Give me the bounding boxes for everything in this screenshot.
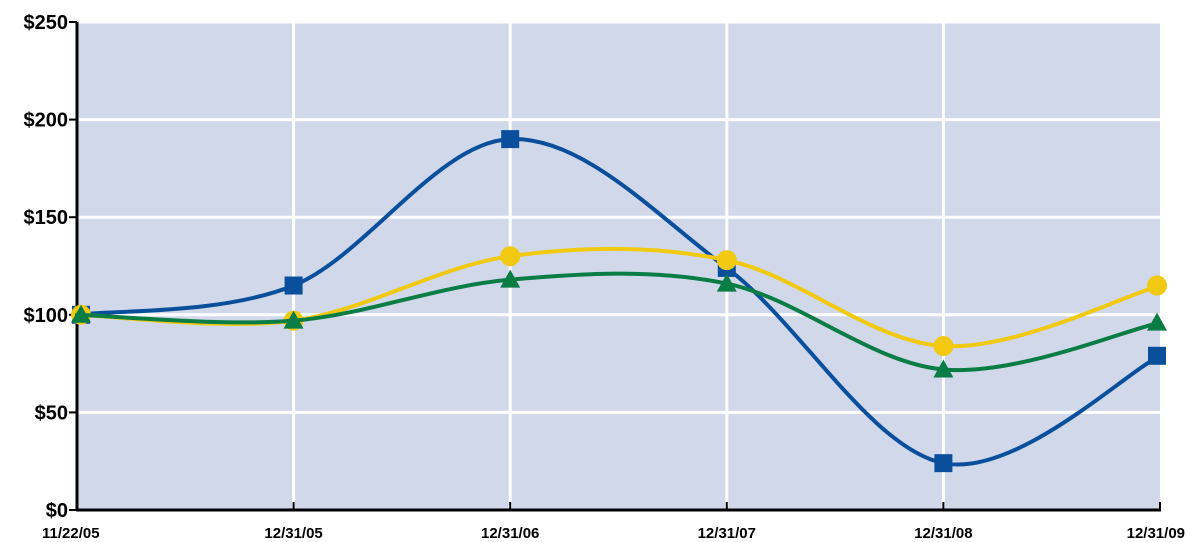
triangle-marker: [71, 304, 91, 323]
y-tick-label: $150: [24, 207, 69, 229]
series-3-line: [75, 271, 1162, 373]
x-tick-label: 11/22/05: [42, 525, 100, 542]
triangle-marker: [933, 359, 954, 378]
x-axis-ticks: 11/22/05 12/31/05 12/31/06 12/31/07 12/31/08…: [42, 502, 1185, 542]
triangle-marker: [1147, 312, 1167, 331]
x-tick-label: 12/31/09: [1127, 525, 1185, 542]
x-tick-label: 12/31/08: [914, 525, 972, 542]
triangle-marker: [500, 269, 521, 288]
circle-marker: [933, 336, 954, 357]
triangle-marker: [716, 273, 737, 292]
square-marker: [934, 454, 953, 473]
square-marker: [501, 130, 520, 149]
square-marker: [1148, 346, 1166, 365]
axes: [75, 22, 1161, 512]
circle-marker: [500, 246, 521, 267]
grid-lines: [77, 20, 1160, 510]
x-tick-label: 12/31/06: [481, 525, 539, 542]
series-3: [71, 269, 1167, 378]
x-tick-label: 12/31/07: [698, 525, 756, 542]
circle-marker: [1147, 275, 1167, 296]
square-marker: [284, 276, 303, 295]
triangle-marker: [283, 310, 304, 329]
y-axis-ticks: $0 $50 $100 $150 $200 $250: [24, 12, 77, 522]
y-tick-label: $0: [46, 500, 68, 522]
x-tick-label: 12/31/05: [264, 525, 322, 542]
y-tick-label: $50: [35, 402, 68, 424]
series-group: [71, 130, 1167, 473]
y-tick-label: $200: [24, 110, 69, 132]
circle-marker: [716, 250, 737, 271]
y-tick-label: $100: [24, 305, 69, 327]
plot-area: [77, 22, 1160, 510]
y-tick-label: $250: [24, 12, 69, 34]
